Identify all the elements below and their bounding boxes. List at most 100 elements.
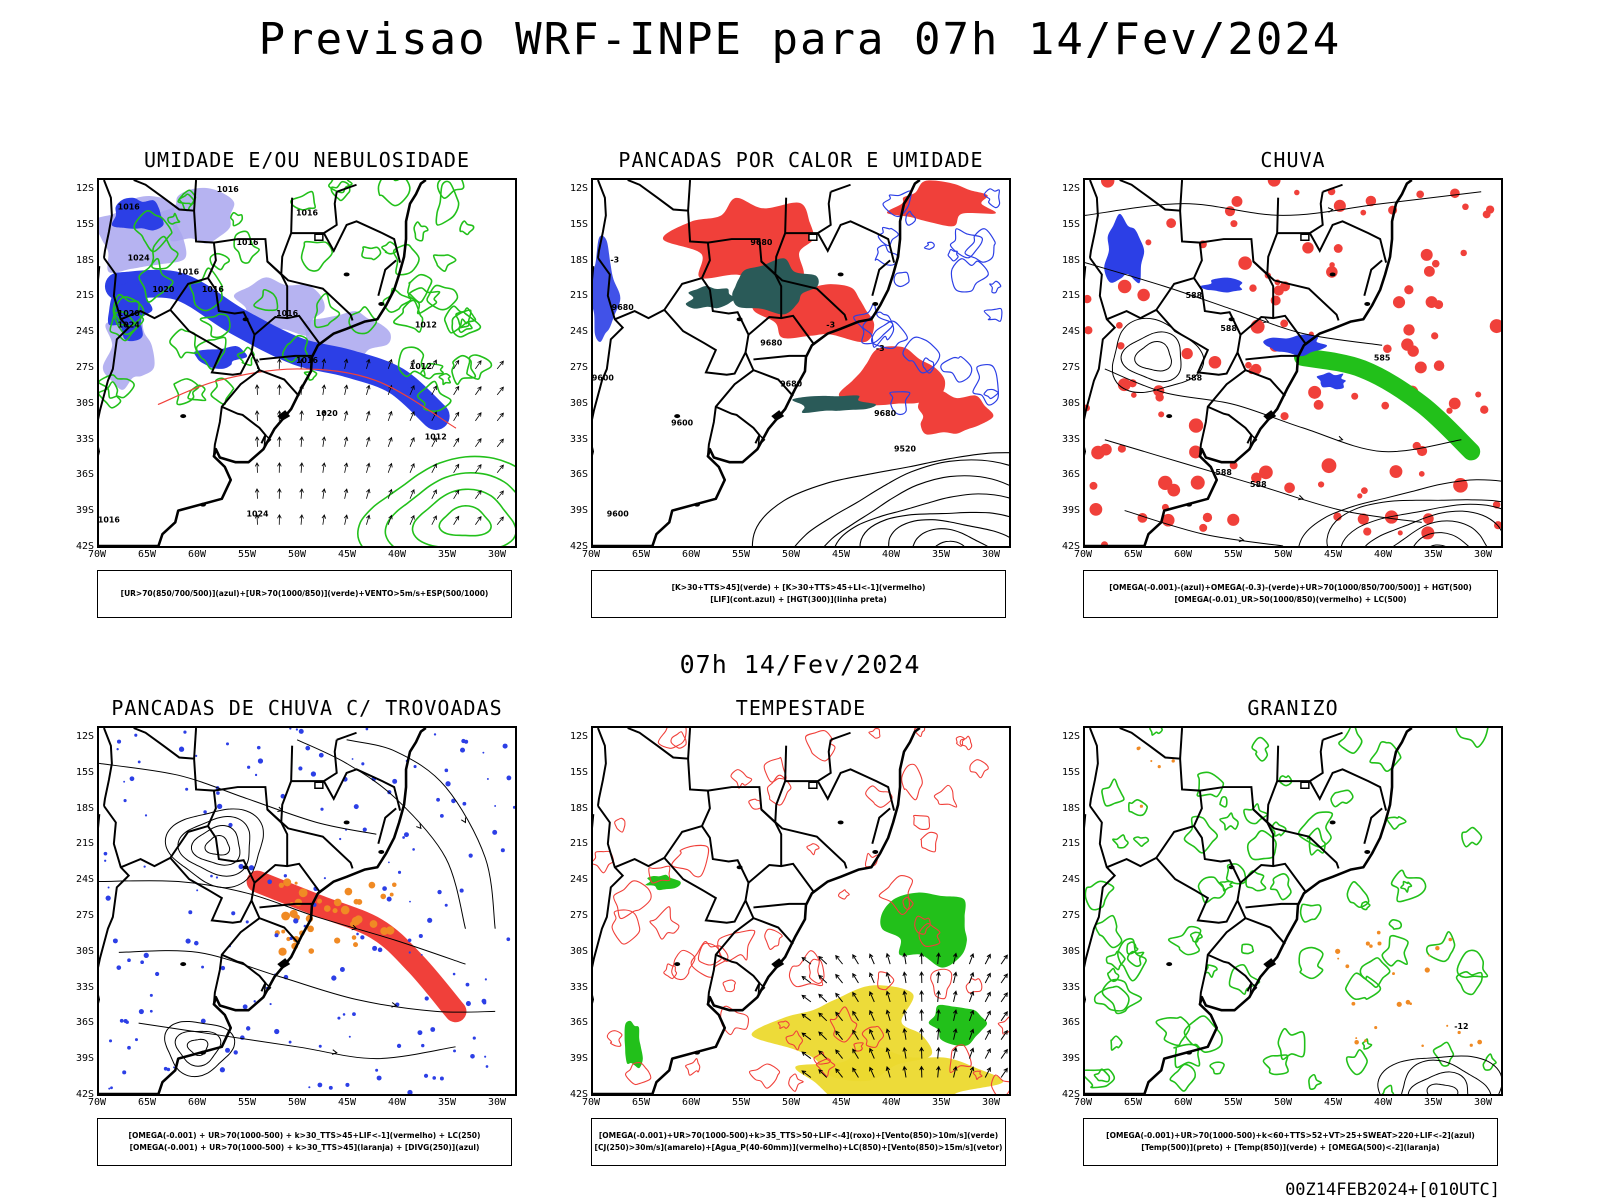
lif-blue-contours [853, 188, 1003, 416]
temp850-green-contours [1085, 728, 1497, 1094]
rain-red-patches [1085, 180, 1501, 546]
omega500-orange-north [1136, 746, 1175, 808]
legend-line: [OMEGA(-0.001)-(azul)+OMEGA(-0.3)-(verde… [1109, 583, 1472, 592]
lon-tick-label: 35W [1423, 1097, 1443, 1108]
hgt300-black-contours [751, 452, 1009, 546]
coastline-borders [1085, 180, 1413, 546]
lat-tick-label: 30S [1061, 945, 1080, 957]
lat-tick-label: 15S [569, 766, 588, 778]
legend-line: [OMEGA(-0.01)_UR>50(1000/850)(vermelho) … [1174, 595, 1407, 604]
lc500-black-contours [1298, 479, 1501, 546]
lon-tick-label: 45W [1323, 1097, 1343, 1108]
legend-line: [K>30+TTS>45](verde) + [K>30+TTS>45+LI<-… [671, 583, 926, 592]
lon-tick-label: 60W [1173, 1097, 1193, 1108]
legend-line: [OMEGA(-0.001) + UR>70(1000-500) + k>30_… [128, 1131, 481, 1140]
lon-tick-label: 35W [931, 1097, 951, 1108]
jet-yellow [751, 985, 1004, 1094]
coastline-borders [1085, 728, 1413, 1094]
lat-tick-label: 39S [75, 1053, 94, 1065]
lat-tick-label: 39S [1061, 1053, 1080, 1065]
contour-label: 1012 [425, 433, 447, 442]
lat-tick-label: 24S [75, 874, 94, 886]
lon-tick-label: 50W [1273, 549, 1293, 560]
lat-tick-label: 42S [1061, 1089, 1080, 1100]
lon-tick-label: 40W [387, 549, 407, 560]
lat-tick-label: 21S [75, 838, 94, 850]
lat-tick-label: 30S [75, 945, 94, 957]
lat-tick-label: 12S [569, 730, 588, 742]
lat-tick-label: 33S [1061, 433, 1080, 445]
contour-label: 9680 [760, 338, 783, 347]
lon-tick-label: 50W [781, 1097, 801, 1108]
lon-tick-label: 60W [681, 1097, 701, 1108]
lat-tick-label: 24S [1061, 874, 1080, 886]
page-title: Previsao WRF-INPE para 07h 14/Fev/2024 [258, 14, 1342, 65]
lat-tick-label: 18S [569, 254, 588, 266]
pressure-red-dashed [157, 368, 457, 429]
lat-tick-label: 30S [75, 397, 94, 409]
lon-tick-label: 45W [831, 549, 851, 560]
contour-label: 588 [1186, 374, 1203, 383]
panel-title: TEMPESTADE [735, 696, 867, 720]
legend-box: [UR>70(850/700/500)](azul)+[UR>70(1000/8… [97, 570, 512, 618]
contour-label: 1016 [177, 267, 200, 276]
contour-label: 585 [1374, 354, 1391, 363]
lon-tick-label: 65W [137, 1097, 157, 1108]
wind850-green [624, 874, 988, 1069]
map-plot: 9680 9680 9680 9600 9680 9680 9600 9520 9600 -3 -3… [591, 178, 1011, 548]
lat-tick-label: 15S [1061, 218, 1080, 230]
lon-tick-label: 30W [1473, 1097, 1493, 1108]
coastline-borders [593, 180, 921, 546]
contour-label: 1024 [128, 253, 151, 262]
lon-tick-label: 30W [981, 549, 1001, 560]
lon-tick-label: 40W [1373, 549, 1393, 560]
lat-tick-label: 36S [1061, 469, 1080, 481]
instability-blue-west [593, 235, 621, 342]
lat-tick-label: 39S [1061, 505, 1080, 517]
lat-tick-label: 42S [75, 541, 94, 552]
lat-tick-label: 30S [1061, 397, 1080, 409]
contour-label: 1020 [118, 309, 141, 318]
divg-blue-dots [103, 728, 515, 1094]
contour-label: 1016 [296, 356, 319, 365]
contour-label: 588 [1250, 480, 1267, 489]
lat-tick-label: 42S [1061, 541, 1080, 552]
panel-title: CHUVA [1260, 148, 1326, 172]
lon-tick-label: 70W [581, 549, 601, 560]
lat-tick-label: 15S [75, 766, 94, 778]
contour-label: 1016 [217, 185, 240, 194]
legend-box: [OMEGA(-0.001)+UR>70(1000-500)+k<60+TTS>… [1083, 1118, 1498, 1166]
storm-red-band [246, 870, 467, 1023]
lat-tick-label: 42S [569, 541, 588, 552]
lon-tick-label: 55W [1223, 549, 1243, 560]
map-plot: 588 588 588 588 588 585 [1083, 178, 1503, 548]
lat-tick-label: 21S [569, 838, 588, 850]
contour-label: -12 [1454, 1022, 1468, 1031]
lat-tick-label: 39S [569, 505, 588, 517]
hgt500-streamlines [1085, 191, 1482, 546]
lat-tick-label: 39S [75, 505, 94, 517]
lat-tick-label: 36S [75, 469, 94, 481]
lat-tick-label: 24S [1061, 326, 1080, 338]
lat-tick-label: 30S [569, 945, 588, 957]
lon-tick-label: 40W [881, 549, 901, 560]
lat-tick-label: 24S [75, 326, 94, 338]
lon-tick-label: 40W [1373, 1097, 1393, 1108]
contour-label: 588 [1186, 291, 1203, 300]
lon-tick-label: 55W [731, 549, 751, 560]
contour-label: 1024 [118, 321, 141, 330]
legend-line: [OMEGA(-0.001) + UR>70(1000-500) + k>30_… [129, 1143, 480, 1152]
lon-tick-label: 40W [881, 1097, 901, 1108]
lon-tick-label: 50W [1273, 1097, 1293, 1108]
panel-title: PANCADAS POR CALOR E UMIDADE [618, 148, 984, 172]
forecast-time-subtitle: 07h 14/Fev/2024 [679, 650, 921, 679]
map-plot [97, 726, 517, 1096]
contour-label: 9680 [612, 303, 635, 312]
map-plot: 1016 1016 1016 1016 1016 1016 1024 1020 1024 1012… [97, 178, 517, 548]
contour-label: 9600 [607, 509, 630, 518]
lat-tick-label: 36S [1061, 1017, 1080, 1029]
lon-tick-label: 30W [1473, 549, 1493, 560]
legend-line: [OMEGA(-0.001)+UR>70(1000-500)+k<60+TTS>… [1106, 1131, 1475, 1140]
lon-tick-label: 45W [1323, 549, 1343, 560]
lat-tick-label: 36S [75, 1017, 94, 1029]
